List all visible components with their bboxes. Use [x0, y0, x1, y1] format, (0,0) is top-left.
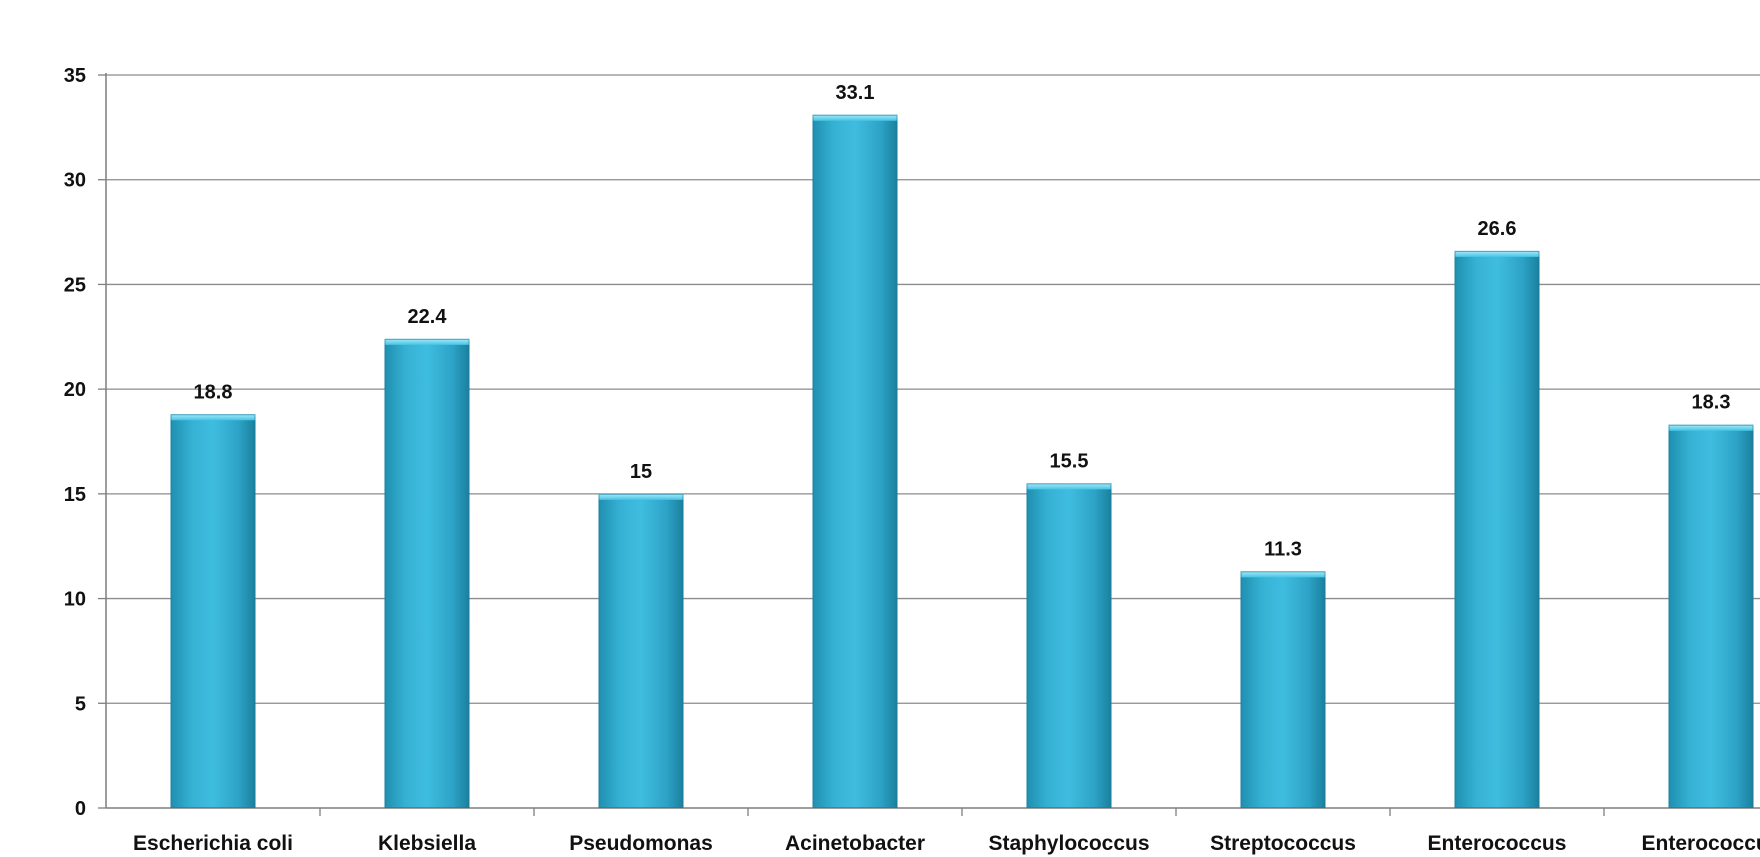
bar-body [1240, 571, 1326, 808]
y-tick-label: 10 [64, 589, 86, 611]
bar-top [1240, 571, 1326, 578]
labels: 0 5 10 15 20 25 30 35 18.8 Escherichia coli 22.4 Kl… [64, 65, 1760, 855]
x-tick-label: Enterococcus [1642, 832, 1760, 855]
bar-body [1026, 483, 1112, 808]
data-label: 18.3 [1692, 392, 1731, 414]
data-label: 22.4 [408, 306, 448, 328]
bar-body [384, 338, 470, 808]
bar [170, 414, 256, 808]
data-label: 18.8 [194, 381, 233, 403]
bar-outline [1026, 483, 1112, 808]
bars [170, 114, 1754, 809]
bar-outline [170, 414, 256, 808]
y-tick-label: 5 [75, 693, 86, 715]
y-tick-label: 35 [64, 65, 86, 87]
bar [1240, 571, 1326, 808]
bar-top [812, 114, 898, 121]
bar-top [1668, 424, 1754, 431]
bar-body [1668, 424, 1754, 808]
bar-outline [1454, 250, 1540, 809]
bar [812, 114, 898, 808]
bar-body [1454, 250, 1540, 809]
bar [1668, 424, 1754, 808]
bar-outline [1668, 424, 1754, 808]
data-label: 33.1 [836, 82, 875, 104]
bar [384, 338, 470, 808]
bar-top [1454, 250, 1540, 257]
y-tick-label: 0 [75, 798, 86, 820]
y-tick-label: 15 [64, 484, 86, 506]
x-tick-label: Streptococcus [1210, 832, 1356, 855]
bar-outline [812, 114, 898, 808]
bar [1454, 250, 1540, 809]
gridlines [106, 74, 1760, 704]
bar-top [170, 414, 256, 421]
x-tick-label: Enterococcus [1428, 832, 1567, 855]
x-tick-label: Acinetobacter [785, 832, 925, 855]
x-tick-label: Escherichia coli [133, 832, 293, 855]
bar [1026, 483, 1112, 808]
y-tick-label: 30 [64, 170, 86, 192]
bar-body [598, 493, 684, 808]
x-tick-label: Pseudomonas [569, 832, 713, 855]
x-tick-label: Klebsiella [378, 832, 476, 855]
bar-body [170, 414, 256, 808]
bar [598, 493, 684, 808]
data-label: 11.3 [1264, 538, 1302, 560]
y-tick-label: 25 [64, 274, 86, 296]
data-label: 15.5 [1050, 450, 1089, 472]
bar-outline [384, 338, 470, 808]
bar-body [812, 114, 898, 808]
bar-top [384, 338, 470, 345]
data-label: 26.6 [1478, 218, 1517, 240]
bar-outline [598, 493, 684, 808]
bar-outline [1240, 571, 1326, 808]
y-tick-label: 20 [64, 379, 86, 401]
bar-top [598, 493, 684, 500]
x-tick-label: Staphylococcus [988, 832, 1149, 855]
data-label: 15 [630, 461, 652, 483]
bar-top [1026, 483, 1112, 490]
